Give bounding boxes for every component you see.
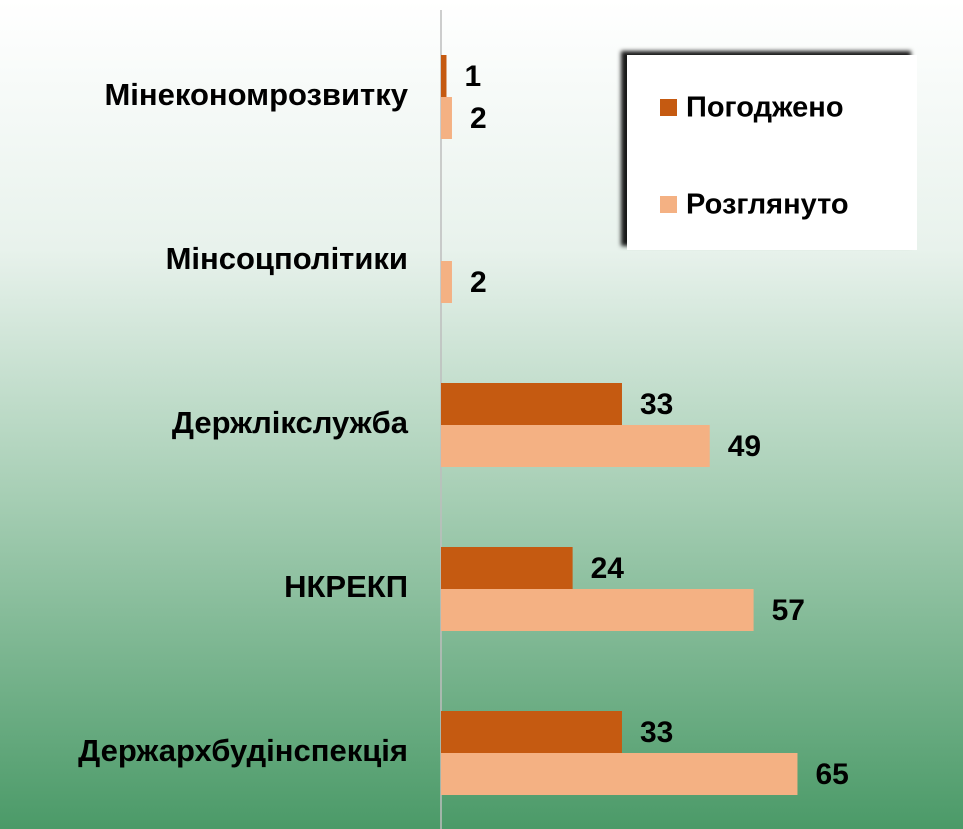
category-label: Держархбудінспекція (78, 733, 408, 768)
legend: Погоджено Розглянуто (627, 55, 917, 250)
category-label: Держлікслужба (172, 405, 409, 440)
data-label: 24 (591, 552, 625, 585)
bar (441, 425, 710, 467)
data-label: 49 (728, 430, 761, 463)
data-label: 2 (470, 266, 487, 299)
legend-swatch (660, 99, 677, 116)
bar (441, 97, 452, 139)
bar (441, 261, 452, 303)
category-label: Мінекономрозвитку (104, 77, 408, 112)
bar (441, 711, 622, 753)
data-label: 33 (640, 716, 673, 749)
category-label: Мінсоцполітики (166, 241, 408, 276)
data-label: 2 (470, 102, 487, 135)
bar (441, 547, 573, 589)
data-label: 65 (815, 758, 848, 791)
bar (441, 589, 754, 631)
data-label: 33 (640, 388, 673, 421)
bar (441, 383, 622, 425)
data-label: 1 (464, 60, 481, 93)
category-label: НКРЕКП (284, 569, 408, 604)
legend-swatch (660, 196, 677, 213)
data-label: 57 (772, 594, 805, 627)
legend-label: Погоджено (686, 92, 844, 124)
bar (441, 55, 447, 97)
legend-box (627, 55, 917, 250)
legend-label: Розглянуто (686, 189, 849, 221)
bar (441, 753, 798, 795)
